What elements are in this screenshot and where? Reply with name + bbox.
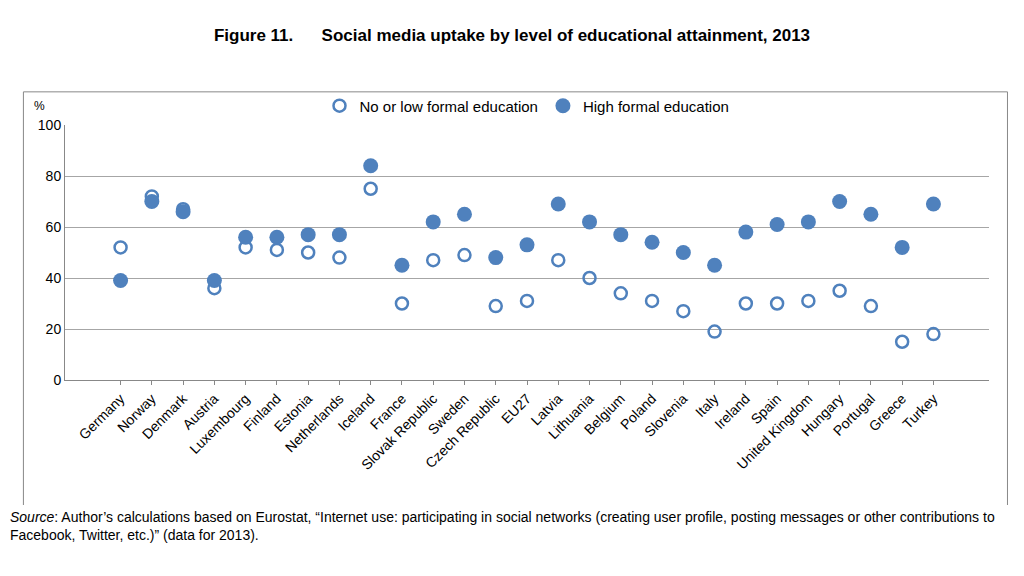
svg-text:Denmark: Denmark <box>139 390 191 442</box>
svg-text:Hungary: Hungary <box>798 391 847 440</box>
svg-text:United Kingdom: United Kingdom <box>734 391 816 473</box>
svg-text:Estonia: Estonia <box>271 390 315 434</box>
html-text:Source: Author’s calculations: Source: Author’s calculations based on E… <box>10 509 995 543</box>
svg-text:Greece: Greece <box>865 390 909 434</box>
svg-text:Iceland: Iceland <box>335 391 378 434</box>
svg-text:Portugal: Portugal <box>830 391 878 439</box>
svg-text:40: 40 <box>46 270 62 286</box>
svg-text:Netherlands: Netherlands <box>282 391 347 456</box>
svg-text:%: % <box>34 99 45 113</box>
svg-text:Germany: Germany <box>76 391 128 443</box>
svg-text:Slovenia: Slovenia <box>641 390 690 439</box>
svg-text:60: 60 <box>46 219 62 235</box>
svg-text:Spain: Spain <box>748 391 785 428</box>
svg-text:Luxembourg: Luxembourg <box>186 391 252 457</box>
svg-text:High formal education: High formal education <box>583 98 729 115</box>
svg-text:France: France <box>367 390 409 432</box>
svg-text:Italy: Italy <box>692 391 721 420</box>
svg-text:0: 0 <box>53 372 61 388</box>
svg-text:No or low formal education: No or low formal education <box>360 98 538 115</box>
svg-text:Lithuania: Lithuania <box>545 390 597 442</box>
svg-text:Czech Republic: Czech Republic <box>422 391 503 472</box>
svg-text:Finland: Finland <box>240 391 284 435</box>
svg-text:Latvia: Latvia <box>528 390 566 428</box>
svg-text:Ireland: Ireland <box>711 391 753 433</box>
svg-text:Austria: Austria <box>179 390 221 432</box>
svg-text:EU27: EU27 <box>498 390 534 426</box>
svg-text:Sweden: Sweden <box>424 391 471 438</box>
svg-text:Turkey: Turkey <box>899 391 940 432</box>
svg-text:Belgium: Belgium <box>581 391 628 438</box>
svg-text:Figure 11. Social media u: Figure 11. Social media uptake by level … <box>214 26 810 45</box>
svg-text:100: 100 <box>38 117 62 133</box>
svg-text:Slovak Republic: Slovak Republic <box>358 391 440 473</box>
svg-text:Norway: Norway <box>114 391 159 436</box>
svg-text:Poland: Poland <box>617 391 659 433</box>
svg-text:20: 20 <box>46 321 62 337</box>
svg-text:80: 80 <box>46 168 62 184</box>
